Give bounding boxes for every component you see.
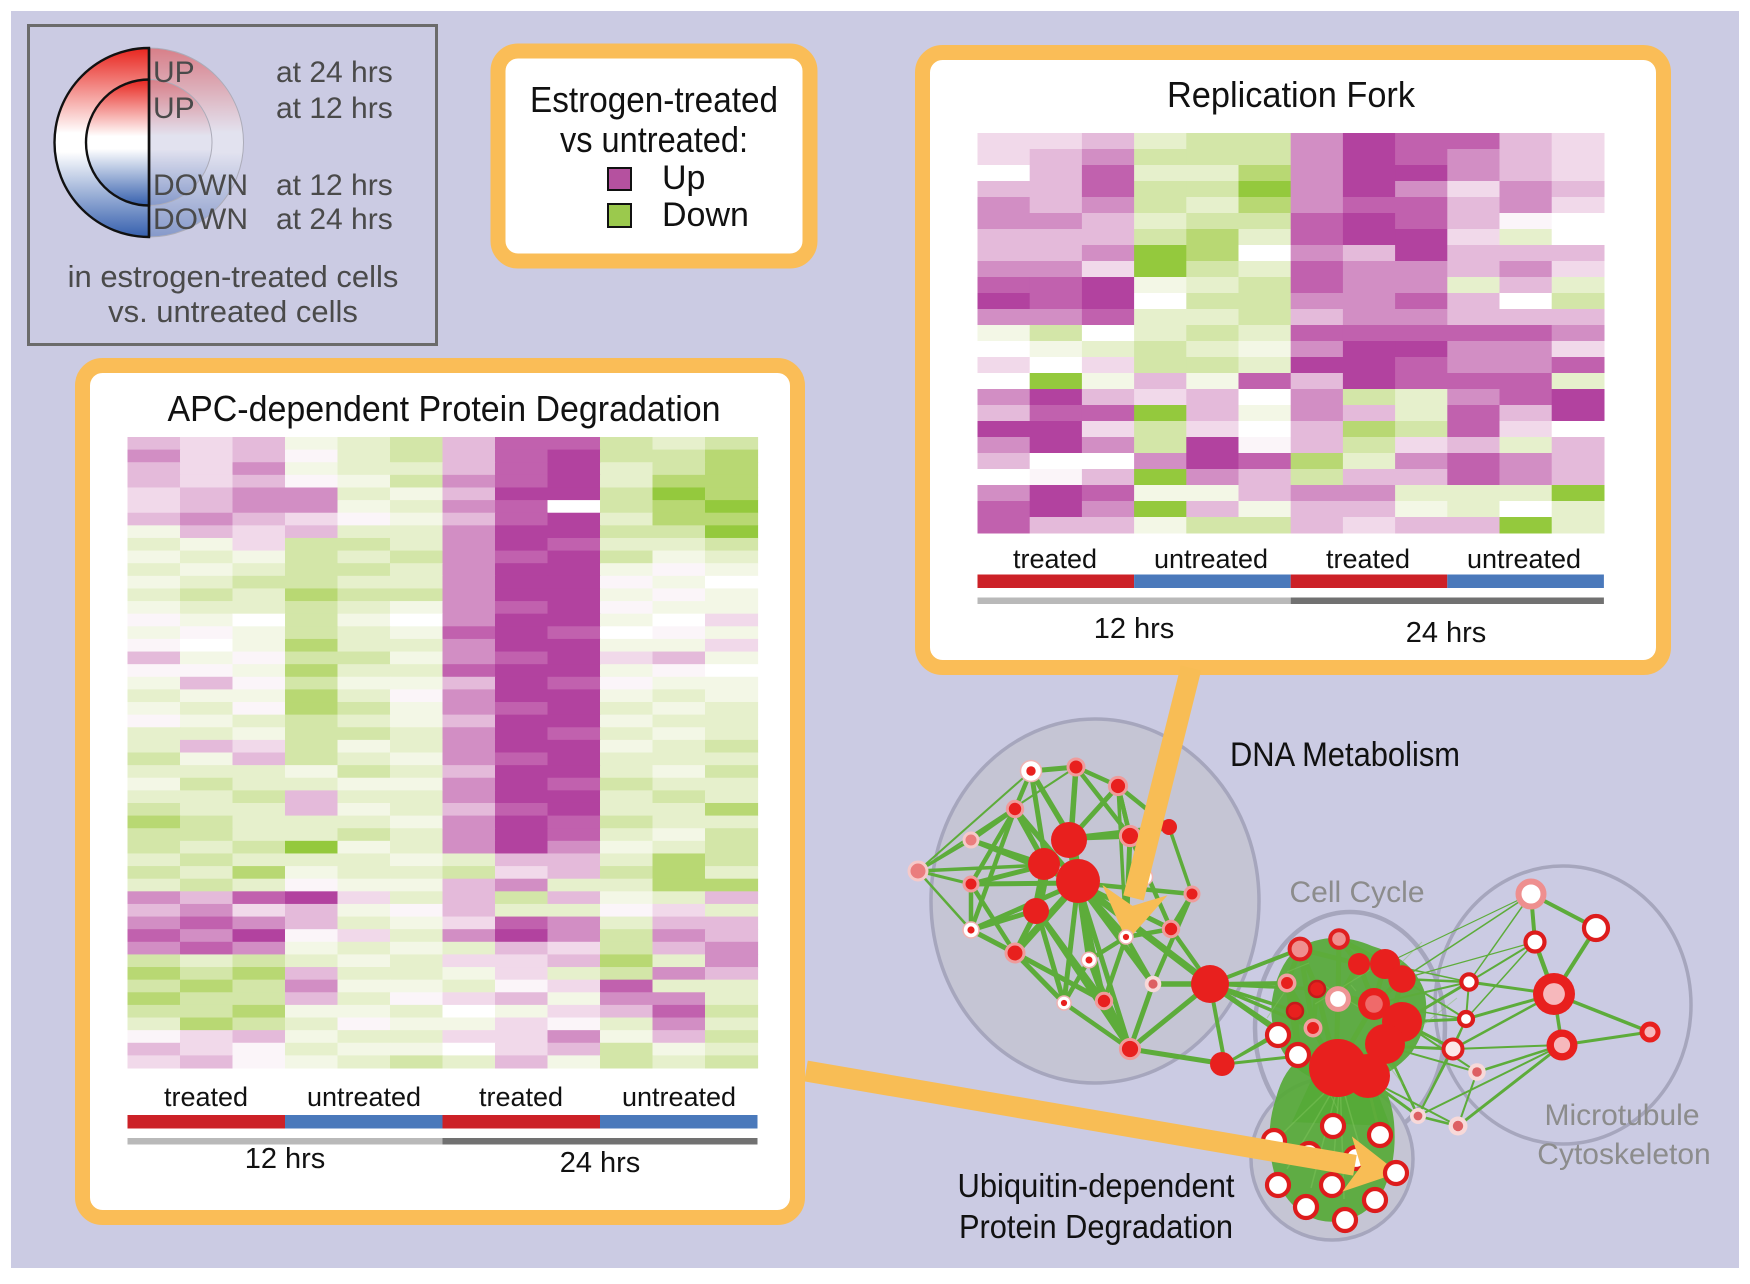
svg-text:Down: Down bbox=[662, 196, 749, 234]
svg-text:DOWN: DOWN bbox=[153, 203, 248, 236]
svg-text:DOWN: DOWN bbox=[153, 169, 248, 202]
svg-text:untreated: untreated bbox=[307, 1082, 421, 1112]
svg-text:treated: treated bbox=[164, 1082, 248, 1112]
svg-text:treated: treated bbox=[1013, 544, 1097, 574]
svg-text:at 12 hrs: at 12 hrs bbox=[276, 92, 393, 125]
svg-text:vs untreated:: vs untreated: bbox=[560, 119, 748, 160]
svg-text:at 12 hrs: at 12 hrs bbox=[276, 169, 393, 202]
svg-text:vs. untreated cells: vs. untreated cells bbox=[108, 294, 358, 329]
svg-text:24 hrs: 24 hrs bbox=[560, 1147, 641, 1179]
svg-text:at 24 hrs: at 24 hrs bbox=[276, 56, 393, 89]
svg-text:Ubiquitin-dependent: Ubiquitin-dependent bbox=[958, 1167, 1235, 1204]
svg-text:DNA Metabolism: DNA Metabolism bbox=[1230, 736, 1460, 774]
svg-text:Up: Up bbox=[662, 159, 705, 197]
svg-text:untreated: untreated bbox=[1154, 544, 1268, 574]
svg-text:24 hrs: 24 hrs bbox=[1406, 617, 1487, 649]
svg-text:at 24 hrs: at 24 hrs bbox=[276, 203, 393, 236]
svg-text:in estrogen-treated cells: in estrogen-treated cells bbox=[68, 259, 399, 294]
svg-text:Cytoskeleton: Cytoskeleton bbox=[1537, 1138, 1710, 1171]
svg-text:UP: UP bbox=[153, 92, 195, 125]
svg-text:12 hrs: 12 hrs bbox=[1094, 613, 1175, 645]
svg-text:Microtubule: Microtubule bbox=[1544, 1099, 1699, 1132]
svg-text:untreated: untreated bbox=[622, 1082, 736, 1112]
svg-text:treated: treated bbox=[479, 1082, 563, 1112]
svg-text:Protein Degradation: Protein Degradation bbox=[959, 1208, 1233, 1245]
svg-text:untreated: untreated bbox=[1467, 544, 1581, 574]
svg-text:treated: treated bbox=[1326, 544, 1410, 574]
svg-text:Estrogen-treated: Estrogen-treated bbox=[530, 79, 778, 120]
svg-text:UP: UP bbox=[153, 56, 195, 89]
svg-text:Replication Fork: Replication Fork bbox=[1167, 74, 1416, 115]
svg-text:APC-dependent Protein Degradat: APC-dependent Protein Degradation bbox=[168, 388, 721, 429]
svg-text:Cell Cycle: Cell Cycle bbox=[1289, 876, 1424, 909]
svg-text:12 hrs: 12 hrs bbox=[245, 1143, 326, 1175]
